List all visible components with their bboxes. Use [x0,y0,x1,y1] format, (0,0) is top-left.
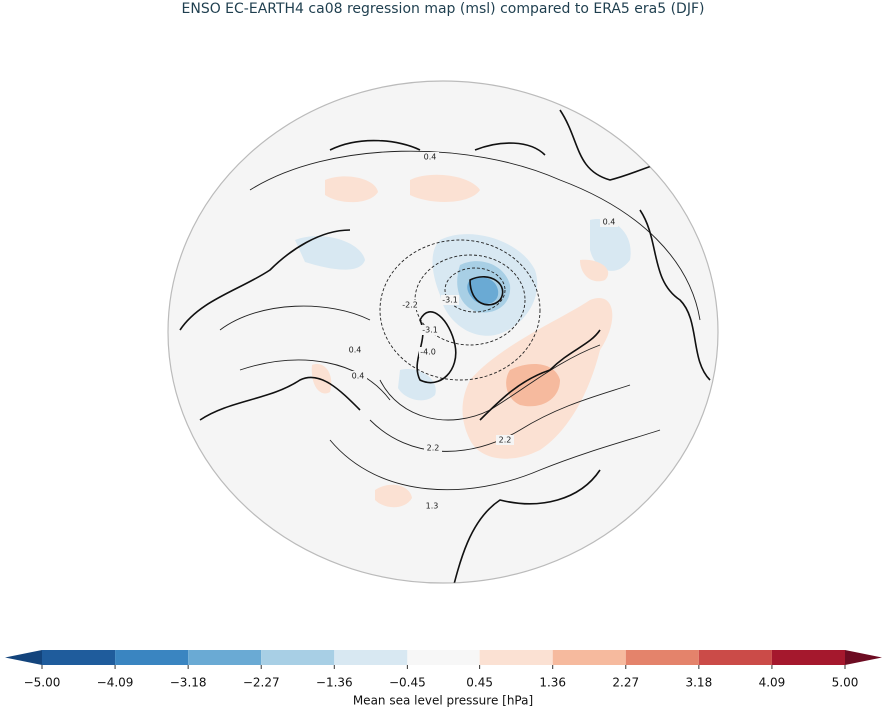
contour-label-bg [496,435,514,445]
colorbar-segment [188,650,262,665]
contour-label: 2.2 [427,444,440,453]
colorbar-segment [407,650,480,665]
contour [219,305,371,331]
contour-label-bg [421,325,439,335]
contour-label-bg [441,295,459,305]
colorbar-tick-label: −0.45 [389,676,426,690]
colorbar-segment [42,650,116,665]
contour-label-bg [423,501,441,511]
colorbar-label: Mean sea level pressure [hPa] [353,694,533,708]
contour-label: -3.1 [442,296,458,305]
colorbar-tick-label: 2.27 [612,676,639,690]
contour-label-bg [401,300,419,310]
colorbar-segment [552,650,626,665]
anomaly-area [506,364,560,407]
contour-label-bg [349,371,367,381]
anomaly-area [375,484,412,508]
map-disk [167,80,719,584]
anomaly-area [398,369,436,401]
contour [379,239,541,381]
anomaly-area [580,259,609,282]
contour [249,150,701,321]
contour-label: -2.2 [402,301,418,310]
colorbar-tick-label: 4.09 [759,676,786,690]
colorbar-tick-label: 0.45 [466,676,493,690]
colorbar-tick-label: 5.00 [832,676,859,690]
contour-label-bg [424,443,442,453]
colorbar-tick-label: −2.27 [243,676,280,690]
contour [329,429,661,491]
anomaly-area [325,176,378,203]
colorbar-segment [479,650,553,665]
contour-labels: 0.4 0.4 0.4 0.4 -2.2 -3.1 -3.1 -4.0 2.2 2.2 1.3 [346,152,618,511]
contour-label: -3.1 [422,326,438,335]
contour [239,359,391,401]
field [179,109,711,583]
contour-label-bg [346,345,364,355]
colorbar-tick-label: 1.36 [539,676,566,690]
colorbar-segment [115,650,189,665]
colorbar-segment [334,650,408,665]
contour-label: 2.2 [499,436,512,445]
colorbar-extension [845,650,882,665]
map [167,80,719,584]
title: ENSO EC-EARTH4 ca08 regression map (msl)… [182,1,705,17]
coastline [179,109,711,583]
contour-label-bg [419,347,437,357]
contour [444,267,506,313]
colorbar-segment [625,650,699,665]
contour-label-bg [600,217,618,227]
colorbar-tick-label: −1.36 [316,676,353,690]
colorbar-tick-label: −3.18 [170,676,207,690]
contour [369,384,631,452]
colorbar-extension [5,650,42,665]
colorbar-tick-label: −5.00 [24,676,61,690]
anomaly-area [295,236,365,270]
colorbar: −5.00 −4.09 −3.18 −2.27 −1.36 −0.45 0.45 1.36 2.… [5,650,882,708]
contour-label: -4.0 [420,348,436,357]
colorbar-tick-label: 3.18 [685,676,712,690]
contour-label: 1.3 [426,502,439,511]
anomaly-area [410,174,480,202]
anomaly-area [590,219,631,271]
colorbar-tick-label: −4.09 [97,676,134,690]
colorbar-segment [261,650,335,665]
contour-label: 0.4 [352,372,365,381]
contour-label: 0.4 [424,153,437,162]
colorbar-segment [771,650,845,665]
contour-label: 0.4 [349,346,362,355]
colorbar-segment [698,650,772,665]
contour-label: 0.4 [603,218,616,227]
contour-label-bg [421,152,439,162]
